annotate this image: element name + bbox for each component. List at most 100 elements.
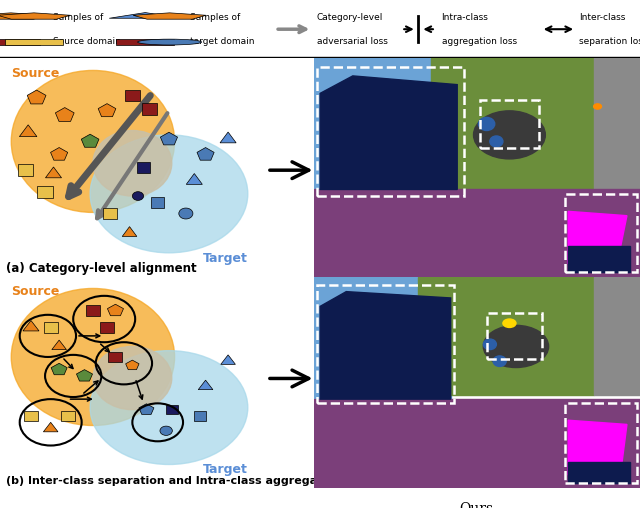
- Bar: [317, 67, 464, 196]
- Ellipse shape: [93, 131, 172, 196]
- Polygon shape: [56, 108, 74, 121]
- Polygon shape: [595, 58, 640, 189]
- Polygon shape: [45, 167, 61, 178]
- Polygon shape: [314, 58, 464, 194]
- Polygon shape: [320, 292, 451, 399]
- Polygon shape: [98, 104, 116, 117]
- Bar: [38, 186, 52, 198]
- Ellipse shape: [90, 135, 248, 253]
- Polygon shape: [431, 58, 595, 189]
- Ellipse shape: [474, 111, 545, 159]
- Bar: [100, 322, 114, 333]
- Text: (a) Category-level alignment: (a) Category-level alignment: [6, 262, 196, 275]
- Polygon shape: [221, 355, 236, 364]
- Bar: [565, 403, 637, 484]
- Bar: [141, 103, 157, 115]
- Bar: [24, 411, 38, 421]
- Polygon shape: [568, 246, 630, 272]
- Text: Inter-class: Inter-class: [579, 13, 625, 22]
- Text: Source domain: Source domain: [53, 37, 121, 46]
- Ellipse shape: [479, 117, 495, 131]
- Bar: [18, 164, 33, 176]
- Polygon shape: [81, 134, 99, 147]
- Polygon shape: [108, 304, 124, 315]
- Polygon shape: [314, 189, 640, 277]
- Bar: [5, 40, 63, 45]
- Polygon shape: [23, 321, 39, 331]
- Text: Samples of: Samples of: [53, 13, 104, 22]
- Polygon shape: [198, 380, 213, 390]
- Text: Target: Target: [203, 251, 248, 265]
- Circle shape: [594, 104, 602, 109]
- Text: CLAN: CLAN: [456, 292, 498, 306]
- Text: (b) Inter-class separation and Intra-class aggregation: (b) Inter-class separation and Intra-cla…: [6, 475, 341, 486]
- Polygon shape: [568, 420, 627, 475]
- Text: Category-level: Category-level: [317, 13, 383, 22]
- Polygon shape: [314, 277, 451, 403]
- Text: Target: Target: [203, 463, 248, 476]
- Polygon shape: [133, 13, 206, 19]
- Bar: [486, 313, 542, 359]
- Bar: [125, 89, 140, 102]
- Ellipse shape: [93, 346, 172, 409]
- Bar: [44, 322, 58, 333]
- Polygon shape: [320, 76, 457, 189]
- Bar: [61, 411, 75, 421]
- Ellipse shape: [90, 351, 248, 464]
- Bar: [565, 194, 637, 272]
- Bar: [166, 405, 178, 415]
- Polygon shape: [51, 363, 67, 375]
- Polygon shape: [197, 147, 214, 160]
- Text: aggregation loss: aggregation loss: [442, 37, 516, 46]
- Bar: [480, 100, 539, 148]
- Bar: [0, 40, 40, 45]
- Circle shape: [132, 192, 143, 201]
- Bar: [317, 285, 454, 403]
- Circle shape: [160, 426, 172, 435]
- Ellipse shape: [493, 356, 506, 366]
- Polygon shape: [0, 13, 47, 19]
- Polygon shape: [51, 147, 68, 160]
- Polygon shape: [109, 13, 181, 18]
- Polygon shape: [220, 132, 236, 143]
- Polygon shape: [595, 277, 640, 395]
- Bar: [116, 40, 174, 45]
- Circle shape: [138, 39, 202, 45]
- Ellipse shape: [483, 325, 548, 367]
- Polygon shape: [125, 360, 139, 370]
- Ellipse shape: [490, 136, 503, 147]
- Bar: [194, 411, 206, 421]
- Circle shape: [179, 208, 193, 219]
- Ellipse shape: [12, 71, 175, 212]
- Polygon shape: [568, 462, 630, 484]
- Polygon shape: [568, 211, 627, 264]
- Text: Source: Source: [12, 67, 60, 80]
- Bar: [151, 197, 164, 208]
- Circle shape: [503, 319, 516, 328]
- Polygon shape: [52, 340, 67, 350]
- Polygon shape: [314, 399, 640, 488]
- Polygon shape: [44, 422, 58, 432]
- Text: Samples of: Samples of: [190, 13, 241, 22]
- Polygon shape: [0, 13, 70, 19]
- Text: Intra-class: Intra-class: [442, 13, 488, 22]
- Polygon shape: [186, 174, 202, 184]
- Polygon shape: [76, 370, 93, 381]
- Bar: [86, 305, 100, 316]
- Text: Ours: Ours: [460, 502, 494, 508]
- Polygon shape: [139, 404, 154, 415]
- Ellipse shape: [12, 289, 175, 426]
- Bar: [103, 208, 117, 219]
- Text: separation loss: separation loss: [579, 37, 640, 46]
- Polygon shape: [28, 90, 46, 104]
- Ellipse shape: [483, 339, 497, 350]
- Text: target domain: target domain: [190, 37, 255, 46]
- Polygon shape: [122, 227, 137, 236]
- Text: Source: Source: [12, 285, 60, 298]
- Bar: [108, 352, 122, 362]
- Polygon shape: [418, 277, 595, 395]
- Polygon shape: [19, 125, 37, 137]
- Polygon shape: [161, 132, 177, 145]
- Text: adversarial loss: adversarial loss: [317, 37, 388, 46]
- Bar: [137, 163, 150, 173]
